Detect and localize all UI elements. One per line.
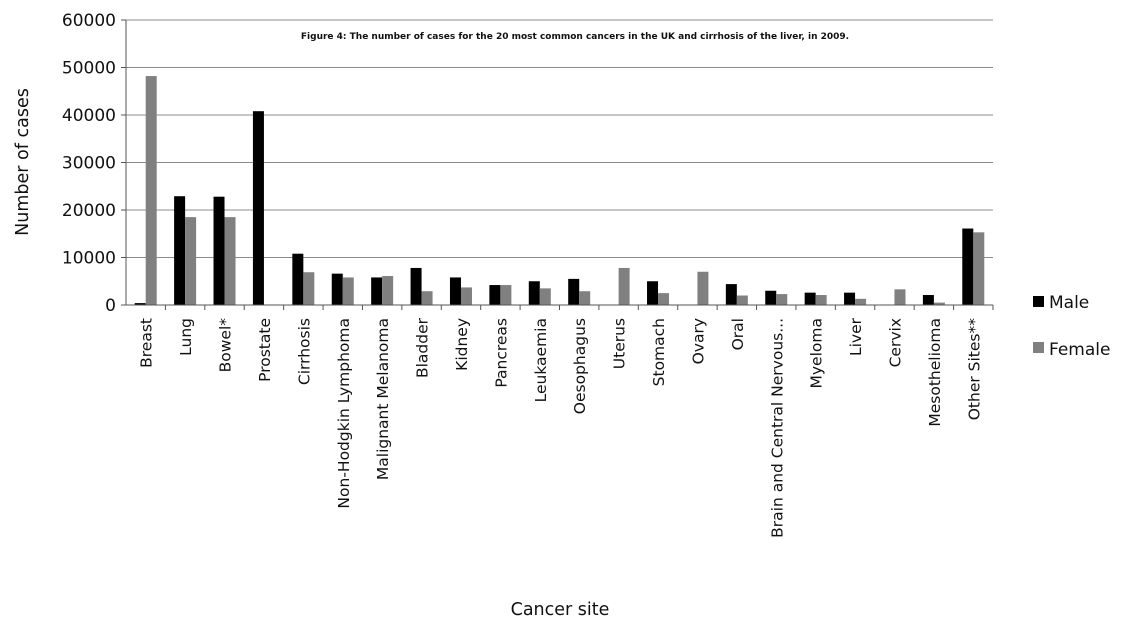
x-tick-label: Uterus (611, 318, 629, 369)
legend-label-male: Male (1049, 293, 1089, 313)
x-tick-label: Prostate (256, 318, 274, 382)
bar-female (145, 76, 157, 305)
bar-female (776, 294, 788, 305)
x-tick-label: Oesophagus (571, 318, 589, 414)
x-tick-label: Cervix (886, 318, 904, 367)
y-tick-label: 40000 (62, 106, 116, 126)
x-tick-label: Liver (847, 317, 865, 356)
x-tick-label: Stomach (650, 318, 668, 386)
bar-female (342, 277, 354, 305)
y-tick-label: 50000 (62, 59, 116, 79)
bar-male (962, 228, 974, 305)
legend-swatch-male (1033, 296, 1044, 307)
bar-male (922, 295, 934, 305)
bar-female (973, 232, 985, 305)
gridlines (121, 19, 993, 306)
bar-female (303, 272, 315, 305)
y-axis-title: Number of cases (13, 88, 33, 236)
x-tick-labels: Breast Lung Bowel* Prostate Cirrhosis Non-Hod… (138, 317, 984, 537)
x-tick-label: Non-Hodgkin Lymphoma (335, 318, 353, 509)
x-tick-label: Ovary (689, 318, 707, 364)
x-tick-label: Malignant Melanoma (374, 318, 392, 480)
bar-male (449, 277, 461, 305)
y-tick-label: 0 (105, 296, 116, 316)
legend-label-female: Female (1049, 340, 1110, 360)
bar-male (804, 292, 816, 305)
y-tick-label: 20000 (62, 201, 116, 221)
bar-female (460, 287, 472, 305)
x-tick-label: Myeloma (808, 318, 826, 388)
bar-male (134, 303, 146, 305)
bar-female (185, 217, 197, 305)
x-tick-label: Cirrhosis (295, 318, 313, 385)
bar-female (894, 289, 906, 305)
bar-female (855, 298, 867, 305)
y-tick-label: 60000 (62, 11, 116, 31)
x-axis-title: Cancer site (511, 600, 610, 620)
bar-female (736, 295, 748, 305)
bar-male (725, 284, 737, 305)
legend-swatch-female (1033, 342, 1044, 353)
x-tick-label: Lung (177, 318, 195, 356)
bar-female (933, 302, 945, 305)
bar-female (421, 291, 433, 305)
bar-male (765, 290, 777, 305)
x-tick-label: Bowel* (217, 318, 235, 373)
x-tick-label: Bladder (414, 317, 432, 378)
x-tick-label: Brain and Central Nervous... (768, 318, 786, 538)
bar-male (410, 267, 422, 305)
x-tick-label: Kidney (453, 318, 471, 371)
bar-male (647, 281, 659, 305)
bar-male (174, 196, 186, 305)
y-tick-label: 10000 (62, 249, 116, 269)
x-tick-label: Other Sites** (965, 318, 983, 421)
bar-female (658, 293, 670, 305)
bar-male (331, 273, 343, 305)
y-tick-labels: 0 10000 20000 30000 40000 50000 60000 (62, 11, 116, 316)
chart-title: Figure 4: The number of cases for the 20… (301, 32, 849, 42)
bar-male (528, 281, 540, 305)
bars (134, 76, 994, 310)
bar-female (500, 285, 512, 305)
legend: Male Female (1033, 293, 1110, 360)
x-tick-label: Pancreas (492, 318, 510, 388)
bar-male (489, 285, 501, 305)
bar-male (568, 278, 580, 305)
bar-male (371, 277, 383, 305)
axes (125, 20, 993, 306)
bar-female (579, 291, 591, 305)
x-tick-label: Mesothelioma (926, 318, 944, 427)
x-tick-label: Breast (138, 318, 156, 368)
bar-female (618, 267, 630, 305)
y-tick-label: 30000 (62, 154, 116, 174)
bar-male (252, 111, 264, 305)
bar-female (382, 276, 394, 305)
x-tick-label: Oral (729, 318, 747, 350)
x-tick-label: Leukaemia (532, 318, 550, 402)
bar-male (213, 196, 225, 305)
bar-male (292, 253, 304, 305)
bar-male (844, 292, 856, 305)
bar-female (697, 271, 709, 305)
bar-female (224, 217, 236, 305)
bar-female (539, 288, 551, 305)
bar-female (815, 295, 827, 305)
